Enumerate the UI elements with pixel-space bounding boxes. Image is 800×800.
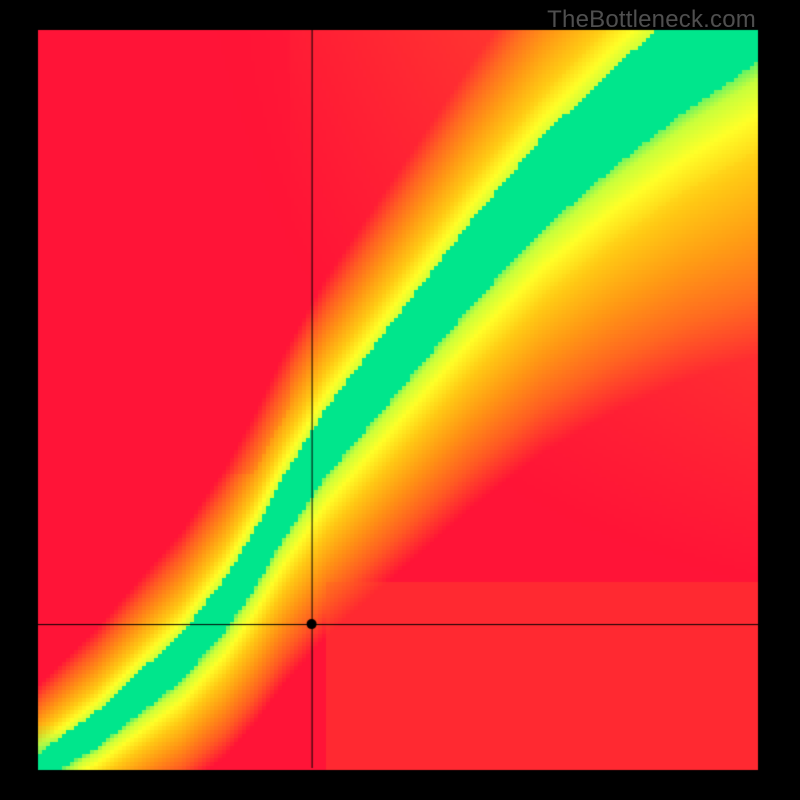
root: TheBottleneck.com (0, 0, 800, 800)
watermark-text: TheBottleneck.com (547, 6, 756, 34)
bottleneck-heatmap (0, 0, 800, 800)
